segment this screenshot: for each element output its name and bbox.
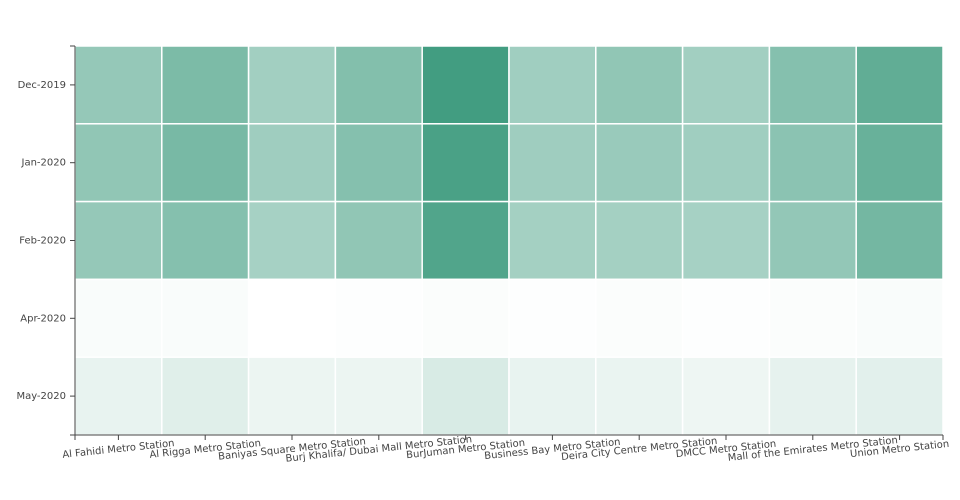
heatmap-cell (681, 123, 771, 203)
heatmap-cell (681, 356, 771, 436)
heatmap-cell (855, 278, 944, 358)
heatmap-cell (768, 123, 857, 203)
heatmap-cell (681, 200, 771, 281)
heatmap-cell (74, 123, 163, 203)
heatmap-cell (855, 200, 944, 281)
y-tick-label: Jan-2020 (21, 158, 66, 169)
heatmap-cell (768, 356, 857, 436)
heatmap-cell (508, 200, 597, 281)
y-tick-label: Feb-2020 (19, 236, 66, 247)
heatmap-cell (595, 123, 684, 203)
heatmap-cell (161, 356, 250, 436)
heatmap-cell (595, 45, 684, 125)
heatmap-cell (855, 356, 944, 436)
heatmap-cell (421, 123, 510, 203)
heatmap-cell (681, 278, 771, 358)
heatmap-cell (421, 200, 510, 281)
heatmap-cell (508, 356, 597, 436)
heatmap-cell (161, 278, 250, 358)
heatmap-cell (161, 123, 250, 203)
heatmap-cell (334, 356, 423, 436)
heatmap-cell (508, 45, 597, 125)
heatmap-cell (247, 278, 337, 358)
heatmap-cell (161, 200, 250, 281)
heatmap-cell (768, 45, 857, 125)
heatmap-cell (421, 278, 510, 358)
y-tick-label: Dec-2019 (18, 80, 66, 91)
heatmap-cell (74, 356, 163, 436)
y-tick-label: May-2020 (16, 391, 66, 402)
heatmap-cell (334, 45, 423, 125)
heatmap-cell (768, 200, 857, 281)
heatmap-cell (161, 45, 250, 125)
heatmap-cell (595, 278, 684, 358)
heatmap-cell (334, 200, 423, 281)
y-tick-label: Apr-2020 (20, 313, 66, 324)
heatmap-cell (595, 200, 684, 281)
heatmap-cell (334, 278, 423, 358)
heatmap-cell (595, 356, 684, 436)
heatmap-cell (508, 123, 597, 203)
heatmap-cell (681, 45, 771, 125)
heatmap-cell (74, 200, 163, 281)
heatmap-cell (247, 200, 337, 281)
heatmap-cell (421, 45, 510, 125)
heatmap-cell (247, 45, 337, 125)
heatmap-cell (855, 123, 944, 203)
heatmap-cell (855, 45, 944, 125)
heatmap-cell (247, 356, 337, 436)
heatmap-cell (421, 356, 510, 436)
heatmap-cell (334, 123, 423, 203)
heatmap-cell (247, 123, 337, 203)
heatmap-cell (508, 278, 597, 358)
heatmap-cell (74, 278, 163, 358)
heatmap-cell (768, 278, 857, 358)
heatmap-cell (74, 45, 163, 125)
